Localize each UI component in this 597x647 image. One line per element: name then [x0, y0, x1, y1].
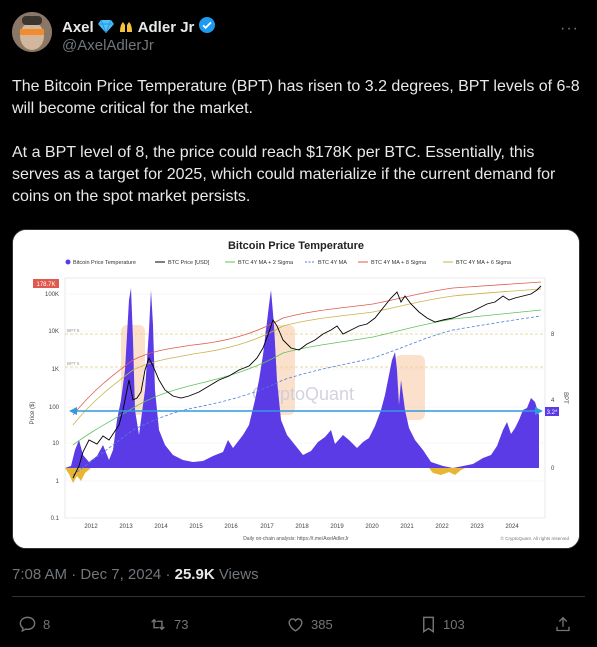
diamond-icon [97, 19, 114, 36]
price-badge-text: 178.7K [36, 282, 55, 288]
x-tick-2020: 2020 [365, 524, 379, 530]
y-tick-100k: 100K [45, 292, 59, 298]
price-badge [33, 279, 59, 288]
bpt-level-arrow [69, 407, 543, 415]
price-line [72, 285, 542, 479]
chart-legend: Bitcoin Price Temperature BTC Price [USD… [65, 259, 512, 266]
ma8-line [72, 281, 542, 416]
tweet-meta: 7:08 AM · Dec 7, 2024 · 25.9K Views [12, 566, 259, 583]
tweet-time[interactable]: 7:08 AM [12, 566, 68, 583]
bpt-badge-text: 3.2* [547, 410, 558, 416]
x-tick-2024: 2024 [505, 524, 519, 530]
share-icon [556, 616, 570, 631]
raised-hands-icon [118, 18, 134, 37]
reply-icon [19, 616, 36, 632]
legend-ma: BTC 4Y MA [318, 260, 347, 266]
legend-ma6: BTC 4Y MA + 6 Sigma [456, 260, 512, 266]
y-right-tick-8: 8 [551, 332, 555, 338]
tweet-date[interactable]: Dec 7, 2024 [80, 566, 162, 583]
bookmark-count: 103 [443, 616, 465, 632]
y-tick-1k: 1K [52, 367, 59, 373]
y-tick-100: 100 [49, 405, 60, 411]
y-tick-1: 1 [56, 479, 60, 485]
like-count: 385 [311, 616, 333, 632]
views-count: 25.9K [174, 566, 215, 583]
x-tick-2018: 2018 [295, 524, 309, 530]
ma6-line [72, 288, 542, 426]
y-right-tick-0: 0 [551, 466, 555, 472]
y-tick-0-1: 0.1 [51, 516, 60, 522]
y-right-label: BPT [562, 392, 568, 404]
avatar[interactable] [12, 12, 52, 52]
tweet-text: The Bitcoin Price Temperature (BPT) has … [12, 76, 582, 230]
x-tick-2012: 2012 [84, 524, 98, 530]
repost-button[interactable]: 73 [148, 615, 188, 634]
chart-footer-center: Daily on-chain analysis: https://t.me/Ax… [243, 536, 349, 542]
legend-bpt: Bitcoin Price Temperature [73, 260, 136, 266]
x-tick-2019: 2019 [330, 524, 344, 530]
repost-count: 73 [174, 616, 189, 632]
x-tick-2017: 2017 [260, 524, 274, 530]
x-tick-2014: 2014 [154, 524, 168, 530]
x-tick-2022: 2022 [435, 524, 449, 530]
author-name-row[interactable]: Axel Adler Jr [62, 16, 216, 39]
views-label: Views [218, 566, 259, 583]
author-name-suffix[interactable]: Adler Jr [137, 19, 195, 36]
meta-separator: · [165, 566, 175, 583]
x-tick-2016: 2016 [224, 524, 238, 530]
x-tick-2013: 2013 [119, 524, 133, 530]
y-left-label: Price ($) [30, 402, 36, 425]
author-name[interactable]: Axel [62, 19, 94, 36]
y-tick-10: 10 [52, 441, 59, 447]
bpt6-label: BPT 6 [67, 361, 80, 366]
verified-badge-icon [198, 16, 216, 39]
tweet-paragraph-1: The Bitcoin Price Temperature (BPT) has … [12, 78, 580, 117]
ma-line [72, 315, 542, 476]
heart-icon [288, 617, 303, 632]
legend-ma2: BTC 4Y MA + 2 Sigma [238, 260, 294, 266]
repost-icon [151, 618, 165, 630]
meta-separator: · [71, 566, 81, 583]
x-tick-2021: 2021 [400, 524, 414, 530]
ma2-line [72, 309, 542, 446]
more-options-icon[interactable]: ··· [560, 20, 579, 37]
reply-button[interactable]: 8 [18, 615, 50, 634]
author-handle[interactable]: @AxelAdlerJr [62, 37, 154, 54]
reply-count: 8 [43, 616, 51, 632]
bpt8-label: BPT 8 [67, 328, 80, 333]
legend-ma8: BTC 4Y MA + 8 Sigma [371, 260, 427, 266]
bookmark-icon [423, 616, 434, 633]
bookmark-button[interactable]: 103 [420, 615, 465, 634]
legend-price: BTC Price [USD] [168, 260, 210, 266]
chart-footer-right: © CryptoQuant. All rights reserved [501, 535, 570, 541]
tweet-paragraph-2: At a BPT level of 8, the price could rea… [12, 144, 556, 205]
tweet-image[interactable]: Bitcoin Price Temperature Bitcoin Price … [12, 229, 580, 549]
bpt-badge [545, 407, 559, 416]
like-button[interactable]: 385 [286, 615, 333, 634]
y-tick-10k: 10K [48, 329, 59, 335]
x-tick-2015: 2015 [189, 524, 203, 530]
share-button[interactable] [554, 615, 572, 634]
x-tick-2023: 2023 [470, 524, 484, 530]
action-bar: 8 73 385 103 [14, 612, 583, 636]
divider [12, 596, 585, 597]
y-right-tick-4: 4 [551, 398, 555, 404]
chart-title: Bitcoin Price Temperature [228, 240, 364, 252]
